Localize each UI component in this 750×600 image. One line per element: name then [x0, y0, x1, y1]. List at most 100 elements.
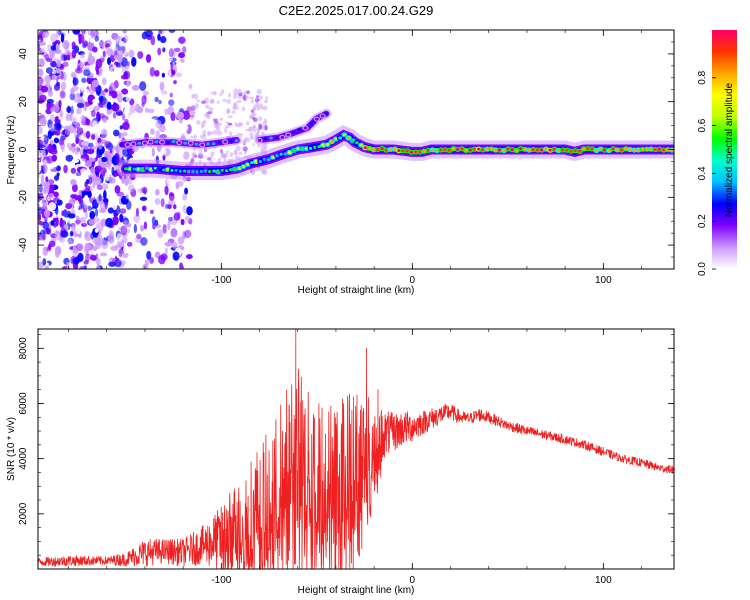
spectrogram-noise-speck [112, 202, 118, 211]
spectrogram-noise-speck [91, 134, 96, 140]
spectrogram-ridge-peak [434, 148, 439, 152]
spectrogram-noise-speck [59, 90, 66, 99]
spectrogram-ridge-peak [182, 169, 187, 173]
spectrogram-noise-speck [38, 192, 43, 201]
spectrogram-ridge-peak [286, 133, 290, 137]
spectrogram-ridge-peak [250, 161, 254, 165]
spectrogram-ridge-peak [611, 147, 616, 151]
spectrogram-noise-speck [55, 30, 60, 39]
spectrogram-noise-speck [180, 58, 185, 63]
spectrogram-noise-speck [161, 72, 165, 78]
spectrogram-ridge-peak [140, 167, 145, 171]
spectrogram-ridge-peak [137, 141, 142, 145]
spectrogram-ridge-peak [220, 168, 225, 172]
spectrogram-noise-speck [112, 257, 119, 265]
spectrogram-noise-speck [100, 156, 108, 163]
spectrogram-noise-speck [59, 217, 64, 227]
spectrogram-noise-speck [125, 94, 132, 102]
spectrogram-noise-speck [158, 99, 162, 105]
spectrogram-noise-speck [246, 120, 250, 126]
spectrogram-noise-speck [78, 135, 86, 140]
spectrogram-noise-speck [259, 103, 264, 110]
spectrogram-ridge-peak [262, 157, 267, 161]
spectrogram-noise-speck [56, 199, 63, 206]
spectrogram-ridge-peak [241, 165, 246, 169]
spectrogram-noise-speck [124, 118, 129, 126]
spectrogram-noise-speck [109, 54, 116, 63]
spectrogram-noise-speck [224, 126, 228, 134]
spectrogram-noise-speck [48, 192, 55, 199]
spectrogram-noise-speck [72, 257, 80, 265]
spectrogram-noise-speck [135, 207, 139, 217]
spectrogram-ridge-peak [320, 114, 325, 118]
spectrogram-ytick-label: 20 [18, 96, 29, 108]
spectrogram-noise-speck [115, 35, 121, 45]
spectrogram-noise-speck [79, 92, 83, 97]
spectrogram-noise-speck [236, 132, 241, 136]
spectrogram-ridge-peak [527, 148, 532, 152]
spectrogram-noise-speck [38, 98, 45, 104]
spectrogram-ridge-peak [280, 135, 285, 139]
spectrogram-noise-speck [229, 152, 234, 158]
snr-ytick-label: 4000 [18, 447, 29, 470]
spectrogram-noise-speck [199, 134, 204, 139]
spectrogram-noise-speck [174, 124, 182, 133]
spectrogram-noise-speck [99, 95, 107, 106]
spectrogram-noise-speck [46, 155, 54, 164]
spectrogram-ridge-peak [376, 147, 380, 151]
spectrogram-noise-speck [95, 64, 99, 73]
spectrogram-noise-speck [78, 34, 82, 45]
spectrogram-noise-speck [220, 148, 223, 154]
spectrogram-noise-speck [61, 117, 67, 127]
spectrogram-noise-speck [76, 102, 85, 109]
spectrogram-noise-speck [122, 30, 128, 34]
spectrogram-ridge-peak [287, 150, 292, 154]
spectrogram-noise-speck [250, 126, 253, 133]
spectrogram-noise-speck [54, 206, 59, 215]
spectrogram-ridge-peak [296, 147, 300, 151]
spectrogram-noise-speck [106, 57, 112, 66]
spectrogram-noise-speck [48, 148, 55, 153]
spectrogram-noise-speck [74, 67, 83, 74]
spectrogram-noise-speck [85, 118, 91, 126]
spectrogram-noise-speck [66, 150, 73, 155]
spectrogram-ridge-peak [422, 149, 426, 153]
spectrogram-noise-speck [142, 263, 149, 269]
spectrogram-noise-speck [82, 140, 90, 150]
spectrogram-noise-speck [201, 100, 206, 105]
spectrogram-noise-speck [141, 205, 147, 212]
spectrogram-ridge-peak [485, 147, 490, 151]
spectrogram-noise-speck [118, 40, 125, 47]
spectrogram-noise-speck [159, 81, 165, 91]
spectrogram-ridge-peak [615, 148, 620, 152]
colorbar-tick-label: 0.8 [697, 70, 708, 84]
spectrogram-noise-speck [118, 248, 123, 258]
spectrogram-noise-speck [193, 152, 197, 157]
spectrogram-noise-speck [104, 171, 110, 182]
spectrogram-noise-speck [49, 184, 55, 189]
spectrogram-noise-speck [43, 135, 49, 145]
spectrogram-noise-speck [175, 72, 182, 78]
spectrogram-noise-speck [104, 88, 109, 93]
spectrogram-noise-speck [66, 217, 75, 224]
spectrogram-noise-speck [88, 219, 95, 225]
spectrogram-ridge [116, 125, 674, 180]
spectrogram-noise-speck [185, 254, 193, 260]
spectrogram-noise-speck [149, 118, 157, 128]
colorbar-tick-label: 0.4 [697, 166, 708, 180]
spectrogram-noise-speck [98, 68, 103, 74]
spectrogram-noise-speck [54, 131, 58, 136]
spectrogram-ridge-peak [188, 141, 193, 145]
spectrogram-noise-speck [212, 118, 218, 122]
spectrogram-ridge-peak [653, 147, 658, 151]
spectrogram-noise-speck [56, 59, 62, 68]
spectrogram-noise-speck [252, 124, 256, 129]
spectrogram-noise-speck [249, 96, 255, 100]
spectrogram-ridge-peak [523, 147, 527, 151]
spectrogram-noise-speck [204, 112, 209, 118]
snr-ytick-label: 2000 [18, 502, 29, 525]
spectrogram-noise-speck [71, 143, 76, 148]
spectrogram-noise-speck [65, 202, 73, 210]
spectrogram-noise-speck [167, 56, 173, 62]
spectrogram-noise-speck [87, 205, 92, 211]
